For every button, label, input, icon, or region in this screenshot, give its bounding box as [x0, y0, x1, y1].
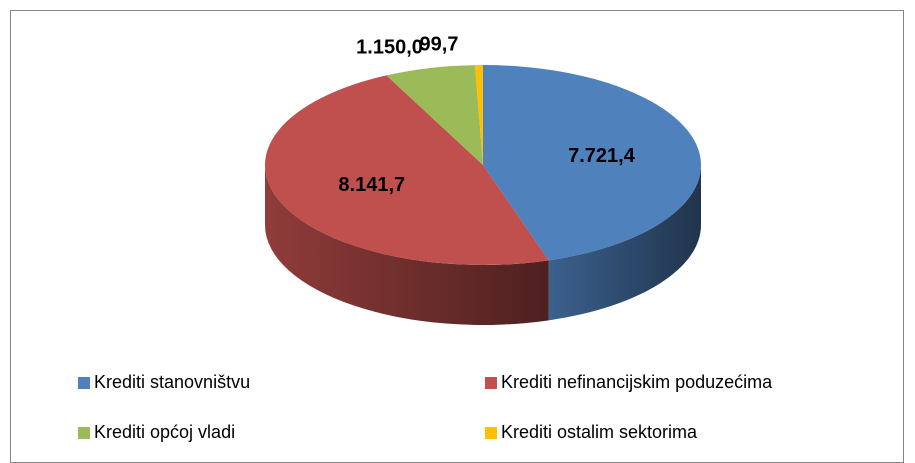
slice: [386, 65, 483, 165]
legend-swatch: [485, 427, 497, 439]
legend-label: Krediti ostalim sektorima: [501, 422, 698, 442]
slice: [265, 75, 549, 265]
slice: [483, 65, 701, 261]
legend-swatch: [78, 377, 90, 389]
data-label: 8.141,7: [338, 174, 405, 196]
slice: [475, 65, 483, 165]
legend-swatch: [78, 427, 90, 439]
slice-side: [548, 165, 701, 321]
legend-swatch: [485, 377, 497, 389]
legend-label: Krediti stanovništvu: [94, 372, 250, 392]
data-label: 7.721,4: [568, 145, 636, 167]
slice-side: [265, 165, 549, 325]
data-label: 1.150,0: [356, 36, 423, 58]
legend-label: Krediti nefinancijskim poduzećima: [501, 372, 773, 392]
data-label: 99,7: [420, 33, 459, 55]
legend-label: Krediti općoj vladi: [94, 422, 235, 442]
